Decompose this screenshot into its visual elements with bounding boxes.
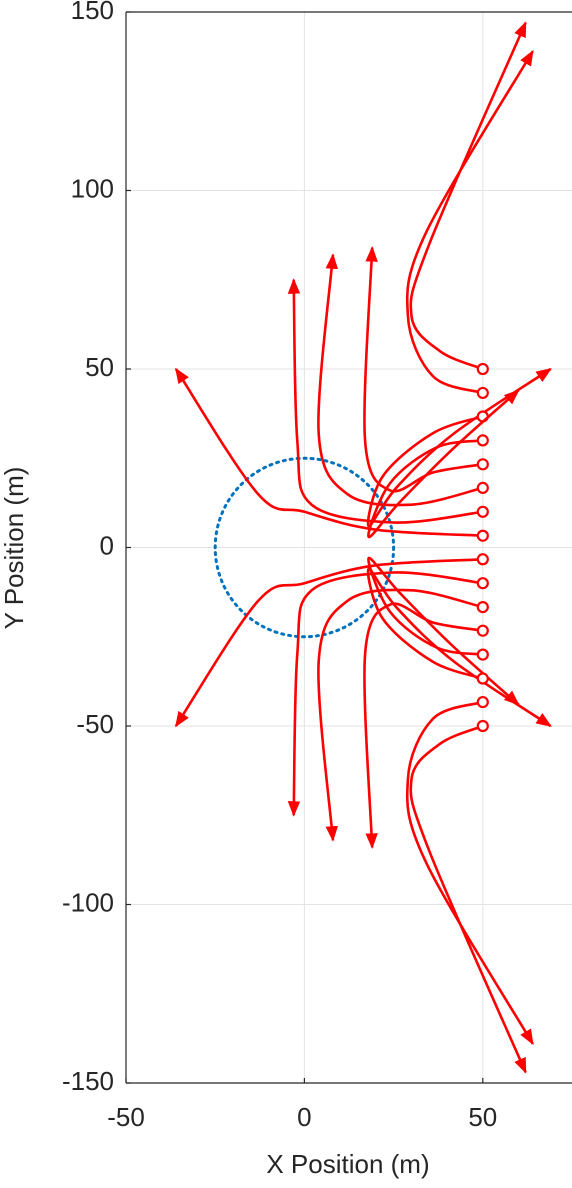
start-marker	[476, 386, 489, 400]
start-marker	[476, 362, 489, 376]
y-tick-label: -50	[76, 709, 114, 739]
trajectory	[317, 588, 484, 842]
start-marker	[476, 458, 489, 471]
start-marker	[476, 553, 489, 566]
y-tick-label: -100	[62, 887, 114, 917]
trajectory	[409, 724, 527, 1074]
trajectory	[287, 571, 483, 817]
trajectory	[174, 367, 483, 538]
trajectory	[367, 556, 520, 706]
y-tick-label: 50	[85, 352, 114, 382]
trajectory	[363, 602, 484, 849]
y-tick-label: 0	[100, 530, 114, 560]
y-tick-label: 100	[71, 173, 114, 203]
grid	[125, 11, 572, 1084]
start-marker	[476, 719, 489, 733]
start-marker	[476, 505, 489, 518]
trajectory	[366, 367, 552, 528]
x-axis-label: X Position (m)	[266, 1149, 429, 1179]
start-marker	[476, 434, 489, 447]
y-axis-label: Y Position (m)	[0, 467, 29, 630]
x-tick-label: 50	[468, 1102, 497, 1132]
start-marker	[476, 624, 489, 637]
y-tick-label: 150	[71, 0, 114, 25]
axes: -50 0 50 -150 -100 -50 0 50 100 150	[62, 0, 572, 1132]
x-tick-label: -50	[107, 1102, 145, 1132]
circle	[213, 456, 396, 639]
y-tick-label: -150	[62, 1066, 114, 1096]
trajectory	[405, 49, 534, 395]
trajectory	[363, 246, 484, 493]
trajectory	[367, 389, 520, 539]
trajectory	[287, 278, 483, 524]
trajectory	[317, 253, 484, 507]
plot-area	[174, 21, 552, 1074]
start-marker	[476, 695, 489, 709]
trajectory	[409, 21, 527, 371]
start-marker	[476, 529, 489, 542]
start-marker	[476, 672, 489, 685]
trajectory	[366, 567, 552, 728]
trajectory	[405, 700, 534, 1046]
start-marker	[476, 601, 489, 614]
start-marker	[476, 481, 489, 494]
x-tick-label: 0	[297, 1102, 311, 1132]
start-marker	[476, 648, 489, 661]
start-marker	[476, 577, 489, 590]
trajectory	[174, 557, 483, 728]
